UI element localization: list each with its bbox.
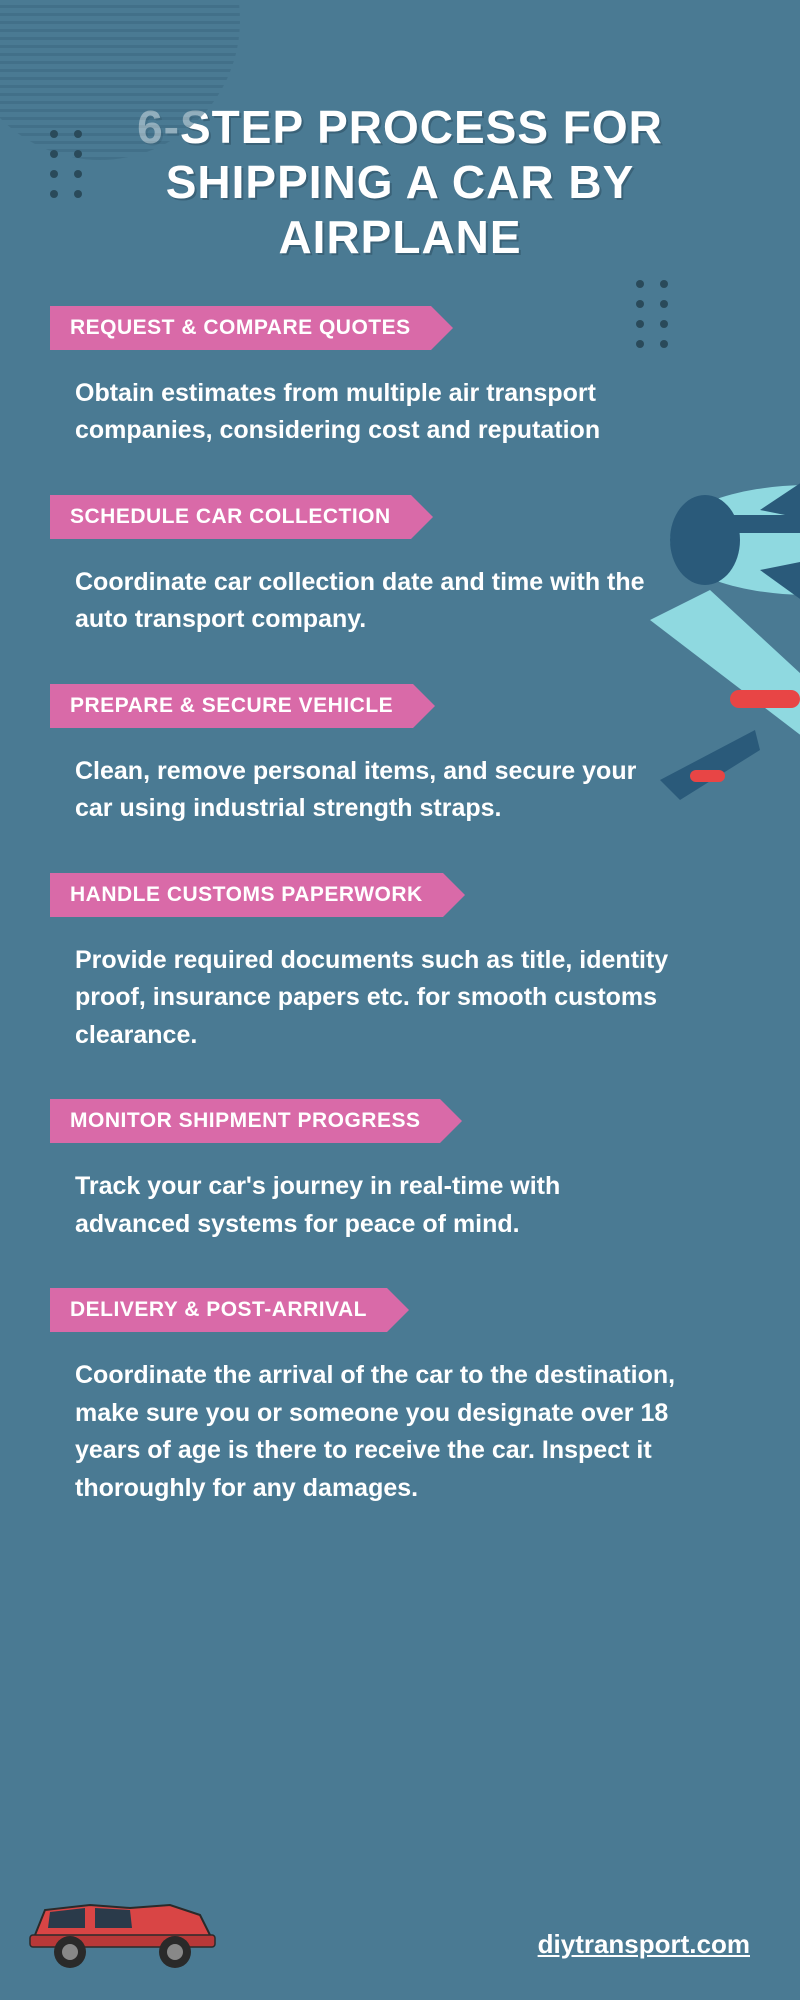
step-desc: Coordinate the arrival of the car to the… — [50, 1357, 750, 1507]
step-4: HANDLE CUSTOMS PAPERWORK Provide require… — [50, 873, 750, 1055]
step-desc: Clean, remove personal items, and secure… — [50, 753, 690, 828]
step-heading: PREPARE & SECURE VEHICLE — [50, 684, 413, 728]
footer-link[interactable]: diytransport.com — [538, 1929, 750, 1960]
step-desc: Obtain estimates from multiple air trans… — [50, 375, 690, 450]
step-3: PREPARE & SECURE VEHICLE Clean, remove p… — [50, 684, 750, 828]
step-heading: HANDLE CUSTOMS PAPERWORK — [50, 873, 443, 917]
step-5: MONITOR SHIPMENT PROGRESS Track your car… — [50, 1099, 750, 1243]
step-6: DELIVERY & POST-ARRIVAL Coordinate the a… — [50, 1288, 750, 1507]
step-desc: Coordinate car collection date and time … — [50, 564, 690, 639]
decorative-dots-left — [50, 130, 84, 198]
step-heading: SCHEDULE CAR COLLECTION — [50, 495, 411, 539]
step-1: REQUEST & COMPARE QUOTES Obtain estimate… — [50, 306, 750, 450]
step-heading: REQUEST & COMPARE QUOTES — [50, 306, 431, 350]
steps-container: REQUEST & COMPARE QUOTES Obtain estimate… — [0, 306, 800, 1508]
car-icon — [20, 1880, 220, 1975]
step-2: SCHEDULE CAR COLLECTION Coordinate car c… — [50, 495, 750, 639]
step-heading: MONITOR SHIPMENT PROGRESS — [50, 1099, 440, 1143]
step-heading: DELIVERY & POST-ARRIVAL — [50, 1288, 387, 1332]
step-desc: Provide required documents such as title… — [50, 942, 690, 1055]
step-desc: Track your car's journey in real-time wi… — [50, 1168, 690, 1243]
